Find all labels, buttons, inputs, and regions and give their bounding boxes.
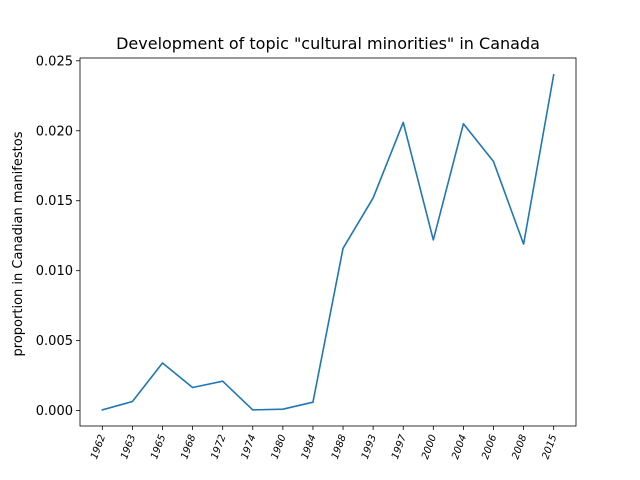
- x-axis: 1962 1963 1965 1968 1972 1974 1980 1984 1988 1993…: [89, 426, 559, 461]
- plot-area: [79, 57, 577, 427]
- x-tick-label: 1972: [209, 433, 228, 461]
- x-tick-label: 2006: [480, 433, 499, 461]
- y-tick-label: 0.010: [36, 264, 73, 279]
- x-tick-label: 1980: [270, 433, 289, 461]
- x-tick-label: 2015: [540, 433, 559, 461]
- y-tick-label: 0.005: [36, 334, 73, 349]
- x-tick-label: 2004: [450, 433, 469, 461]
- y-axis: 0.000 0.005 0.010 0.015 0.020 0.025: [36, 54, 80, 419]
- x-tick-label: 1984: [300, 433, 319, 461]
- x-tick-label: 1963: [119, 433, 138, 461]
- x-tick-label: 1965: [149, 433, 168, 461]
- x-tick-label: 1968: [179, 433, 198, 461]
- series-layer: [101, 73, 555, 411]
- y-axis-label: proportion in Canadian manifestos: [11, 131, 26, 356]
- x-tick-label: 1997: [390, 433, 409, 461]
- y-tick-label: 0.000: [36, 404, 73, 419]
- x-tick-label: 1974: [240, 433, 259, 461]
- y-tick-label: 0.015: [36, 194, 73, 209]
- x-tick-label: 1988: [330, 433, 349, 461]
- x-tick-label: 1993: [360, 433, 379, 461]
- y-tick-label: 0.025: [36, 54, 73, 69]
- series-line: [101, 73, 555, 411]
- x-tick-label: 1962: [89, 433, 108, 461]
- chart-title: Development of topic "cultural minoritie…: [116, 34, 540, 53]
- x-tick-label: 2008: [510, 433, 529, 461]
- x-tick-label: 2000: [420, 433, 439, 461]
- y-tick-label: 0.020: [36, 124, 73, 139]
- plot-frame: [79, 57, 577, 427]
